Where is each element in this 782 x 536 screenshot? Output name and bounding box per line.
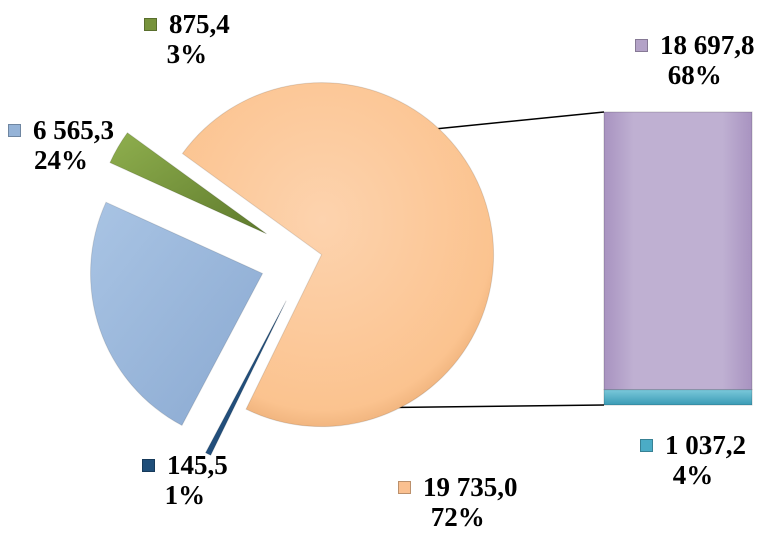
pie-slice-peach bbox=[181, 82, 495, 428]
legend-key-navy bbox=[142, 459, 155, 472]
legend-key-purple bbox=[635, 39, 648, 52]
bar-segment-cyan bbox=[603, 389, 753, 406]
legend-key-green bbox=[144, 18, 157, 31]
label-green-slice: 875,4 3% bbox=[144, 9, 230, 69]
label-blue-slice: 6 565,3 24% bbox=[8, 115, 114, 175]
label-navy-slice: 145,5 1% bbox=[142, 450, 228, 510]
pie-slice-blue bbox=[90, 201, 264, 427]
pie-slice-green bbox=[109, 132, 267, 235]
label-cyan-segment: 1 037,2 4% bbox=[640, 430, 746, 490]
legend-key-blue bbox=[8, 124, 21, 137]
bar-segment-purple bbox=[603, 111, 753, 391]
legend-key-cyan bbox=[640, 439, 653, 452]
label-peach-slice: 19 735,0 72% bbox=[398, 472, 518, 532]
label-purple-segment: 18 697,8 68% bbox=[635, 30, 755, 90]
pie-slice-navy bbox=[204, 300, 287, 456]
legend-key-peach bbox=[398, 481, 411, 494]
